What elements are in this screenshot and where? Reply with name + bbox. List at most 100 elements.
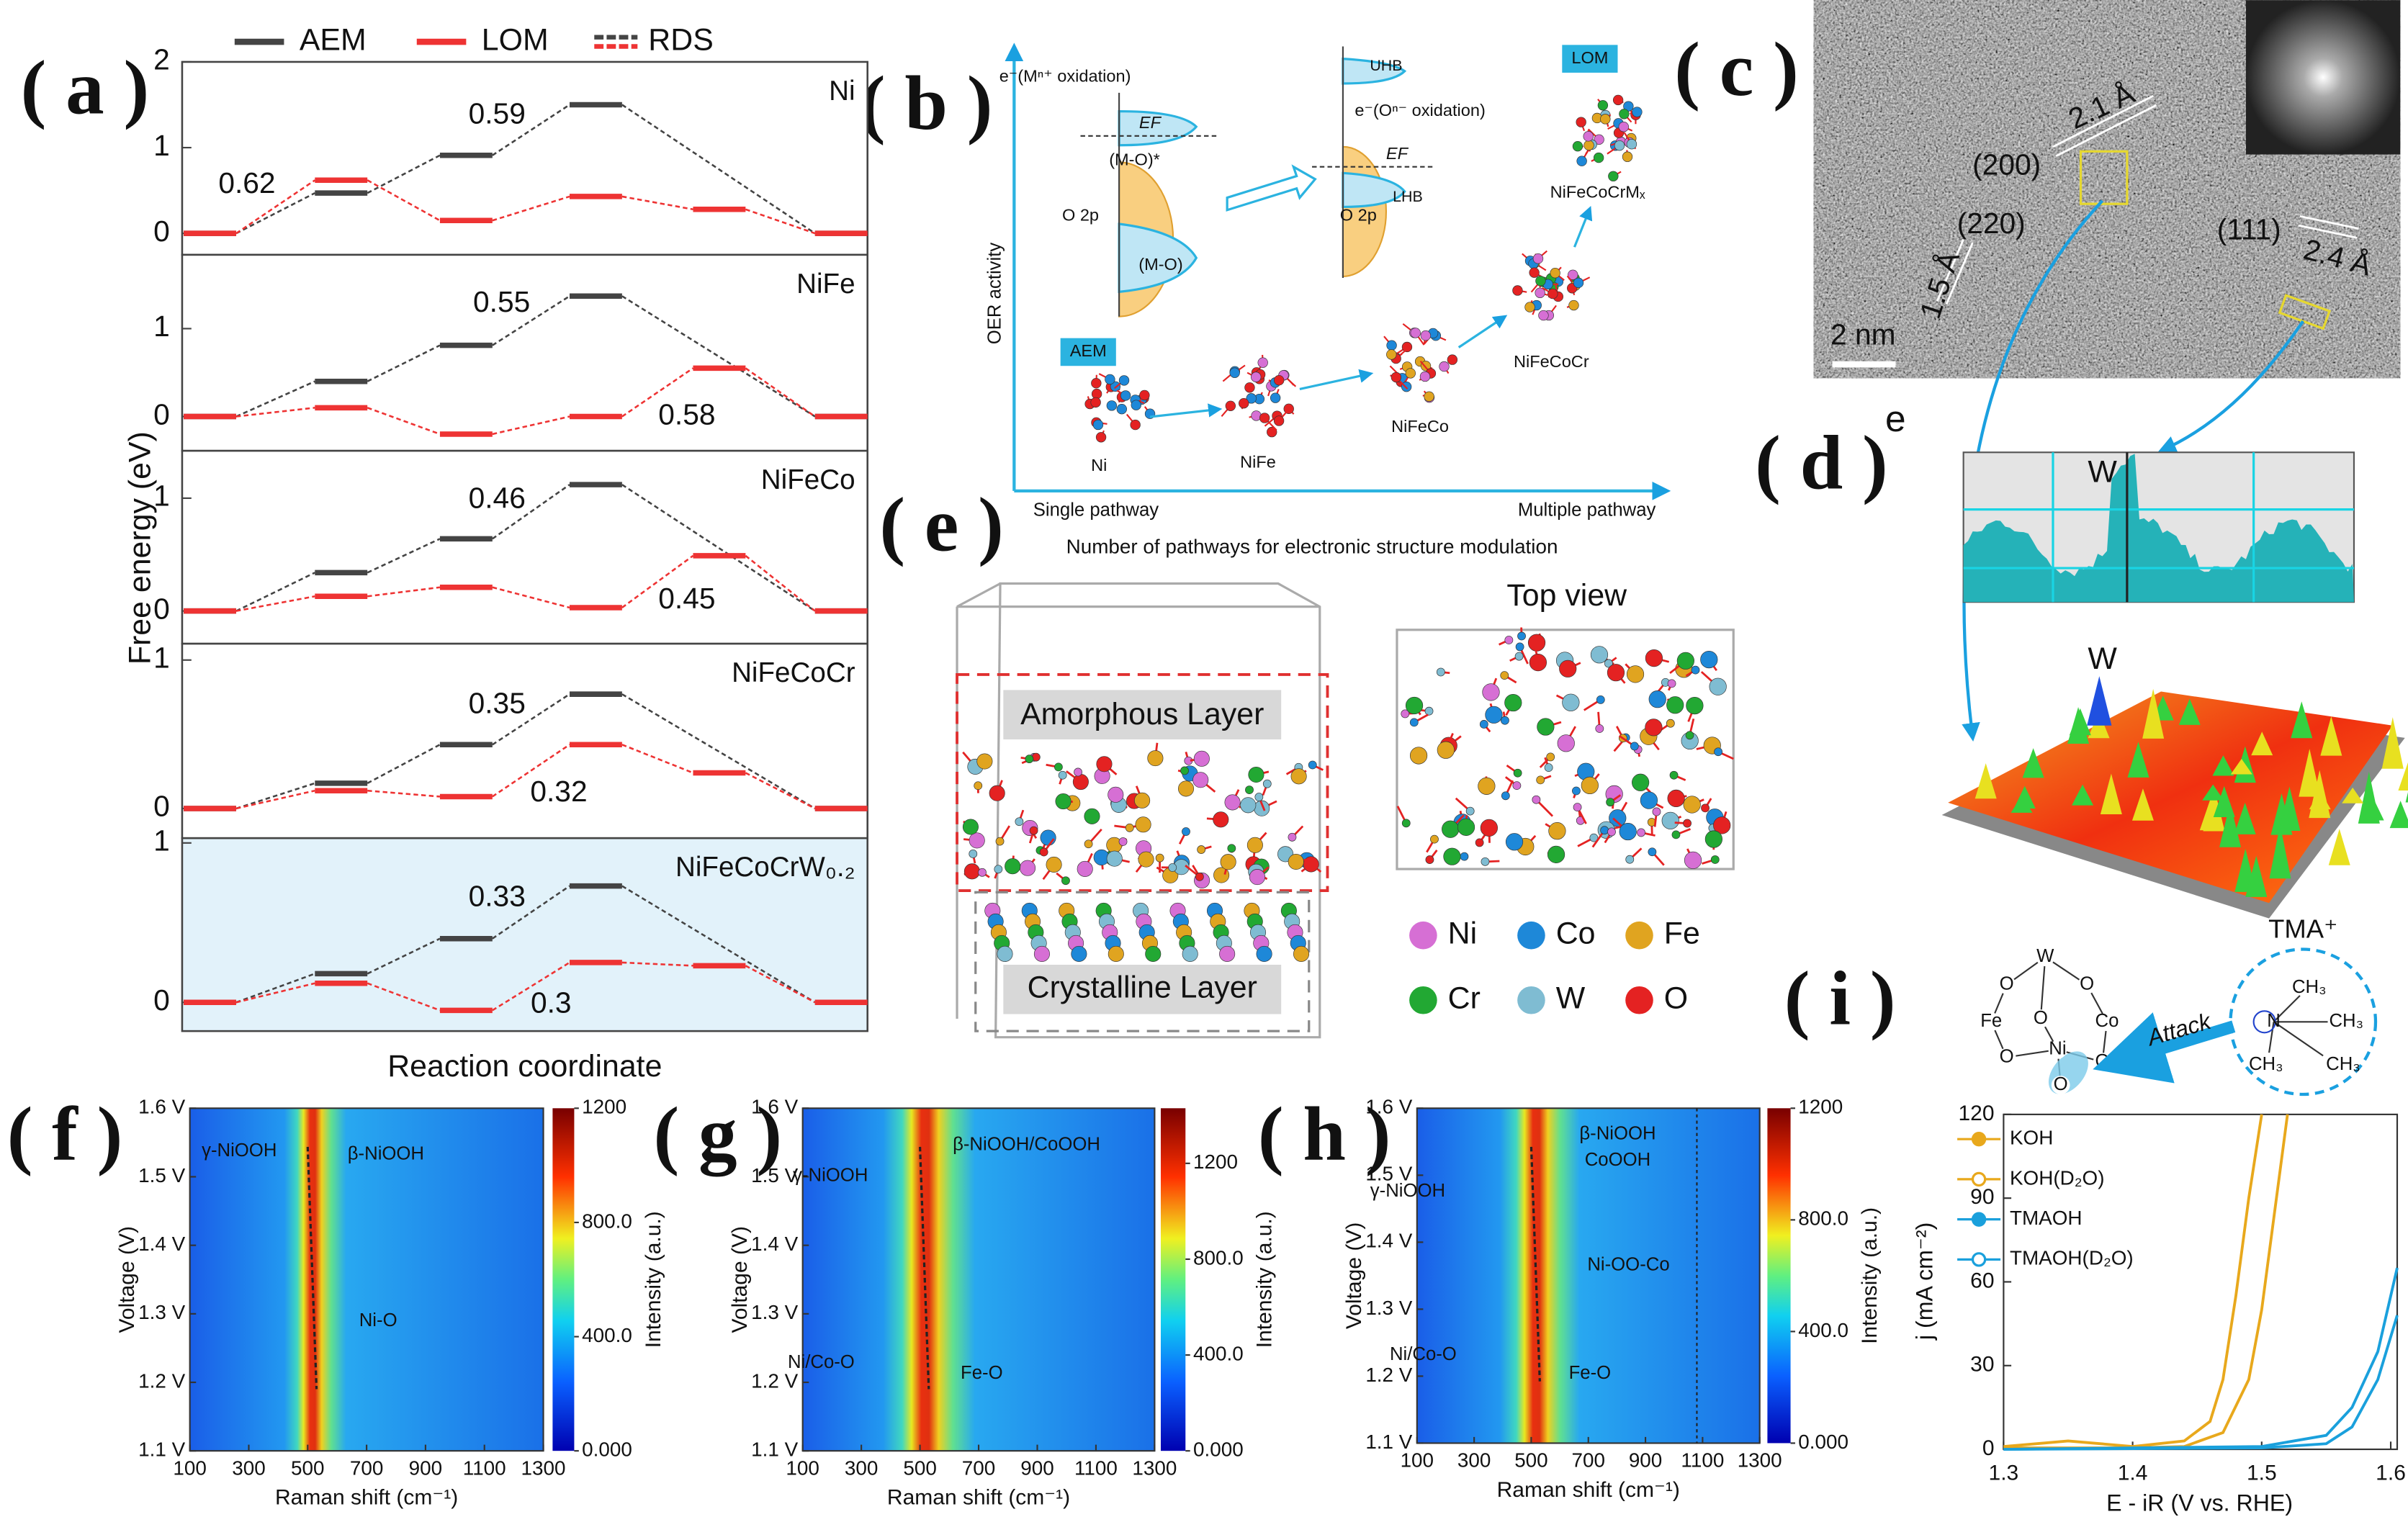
lattice-mark [2055,104,2157,157]
tma-bonds [2268,995,2328,1057]
y-tick-label: 1 [153,129,170,162]
atom [1288,853,1304,870]
surface-peak [2278,786,2301,832]
x-tick-label: 300 [1457,1449,1491,1472]
atom-label: O [2034,1008,2048,1028]
y-tick-label: 1.3 V [1365,1297,1412,1319]
atom [1130,419,1141,431]
atom [1573,803,1582,812]
atom [1442,820,1460,838]
atom [1671,830,1681,839]
subplot-frame [181,837,868,1032]
surface-peak [2245,855,2268,897]
surface-peak [2087,676,2112,726]
atom [1116,403,1127,415]
y-tick-label: 0 [1982,1436,1995,1460]
y-tick-label: 1.5 V [138,1164,185,1186]
atom-label: N [2267,1011,2281,1031]
atom [1700,650,1718,669]
subplot-name: NiFe [796,269,855,300]
profile-area [1963,454,2354,603]
atom [1547,845,1565,863]
atom [1524,302,1535,312]
atom [1512,781,1522,791]
colorbar-label: Intensity (a.u.) [642,1211,665,1348]
rds-label: 0.3 [531,986,572,1019]
connector [621,554,694,608]
atom [1015,817,1024,827]
surface-peak [2251,731,2273,756]
rds-label: 0.58 [658,398,715,431]
atom [1386,349,1397,360]
arrow [1149,403,1223,418]
connector [235,782,315,810]
connector [492,484,570,540]
atom [1256,945,1272,962]
atom-label: Fe [1980,1011,2002,1031]
connector [492,415,570,436]
atom [994,865,1003,874]
diagram-text: e⁻(Mⁿ⁺ oxidation) [999,67,1131,86]
atom [1147,750,1164,767]
legend-marker [1971,1212,1987,1227]
atom [1666,719,1675,728]
atom [1106,400,1118,411]
tag-text: LOM [1571,48,1608,67]
atom [1259,413,1270,423]
x-tick-label: 100 [1401,1449,1434,1472]
atom-label: O [2000,974,2014,994]
connector [367,179,441,222]
atom [1040,829,1056,846]
band-marker [1529,1146,1541,1382]
atom [1084,839,1093,849]
atom [1254,793,1264,801]
atom [1666,696,1684,714]
atom [1039,847,1048,857]
atom [1092,419,1104,431]
amorphous-frame [956,673,1329,892]
y-tick-label: 0 [153,592,170,625]
atom [1645,649,1663,667]
annotation: Fe-O [1569,1363,1612,1383]
colorbar [1160,1108,1186,1451]
atom [1401,341,1413,353]
colorbar-tick-label: 1200 [582,1096,626,1118]
connector [235,973,315,1004]
atom [1581,776,1599,795]
annotation: Fe-O [961,1363,1003,1383]
y-axis-label: Voltage (V) [115,1226,139,1333]
connector [235,572,315,612]
y-tick-label: 1.6 V [751,1096,798,1118]
band-uhb [1342,57,1407,85]
atom-label: O [2000,1046,2014,1066]
surface-peak [2072,784,2094,806]
atom [1220,854,1236,870]
atom [1652,807,1661,816]
x-axis-text: Single pathway [1033,500,1159,521]
atom [1225,400,1236,411]
connector [367,744,441,785]
atom [1676,652,1694,670]
atom [1293,945,1310,962]
atom [976,753,993,770]
connector [367,154,441,194]
layer-box [1003,964,1282,1014]
roi [2079,150,2129,205]
y-axis-label: OER activity [984,243,1005,345]
atom [1683,819,1692,828]
annotation: Ni/Co-O [788,1352,855,1372]
scale-label: 2 nm [1830,318,1896,351]
diagram-text: EF [1139,113,1162,132]
atom [1632,107,1643,117]
legend-label: O [1664,981,1688,1016]
atom [1504,636,1514,644]
atom [1436,667,1445,677]
atom [1536,775,1545,785]
atom [1437,741,1455,759]
atom [1095,432,1107,443]
series-line [2003,1114,2263,1449]
x-tick-label: 1.4 [2118,1461,2148,1485]
connector [492,195,570,222]
lattice-mark [2052,94,2154,148]
